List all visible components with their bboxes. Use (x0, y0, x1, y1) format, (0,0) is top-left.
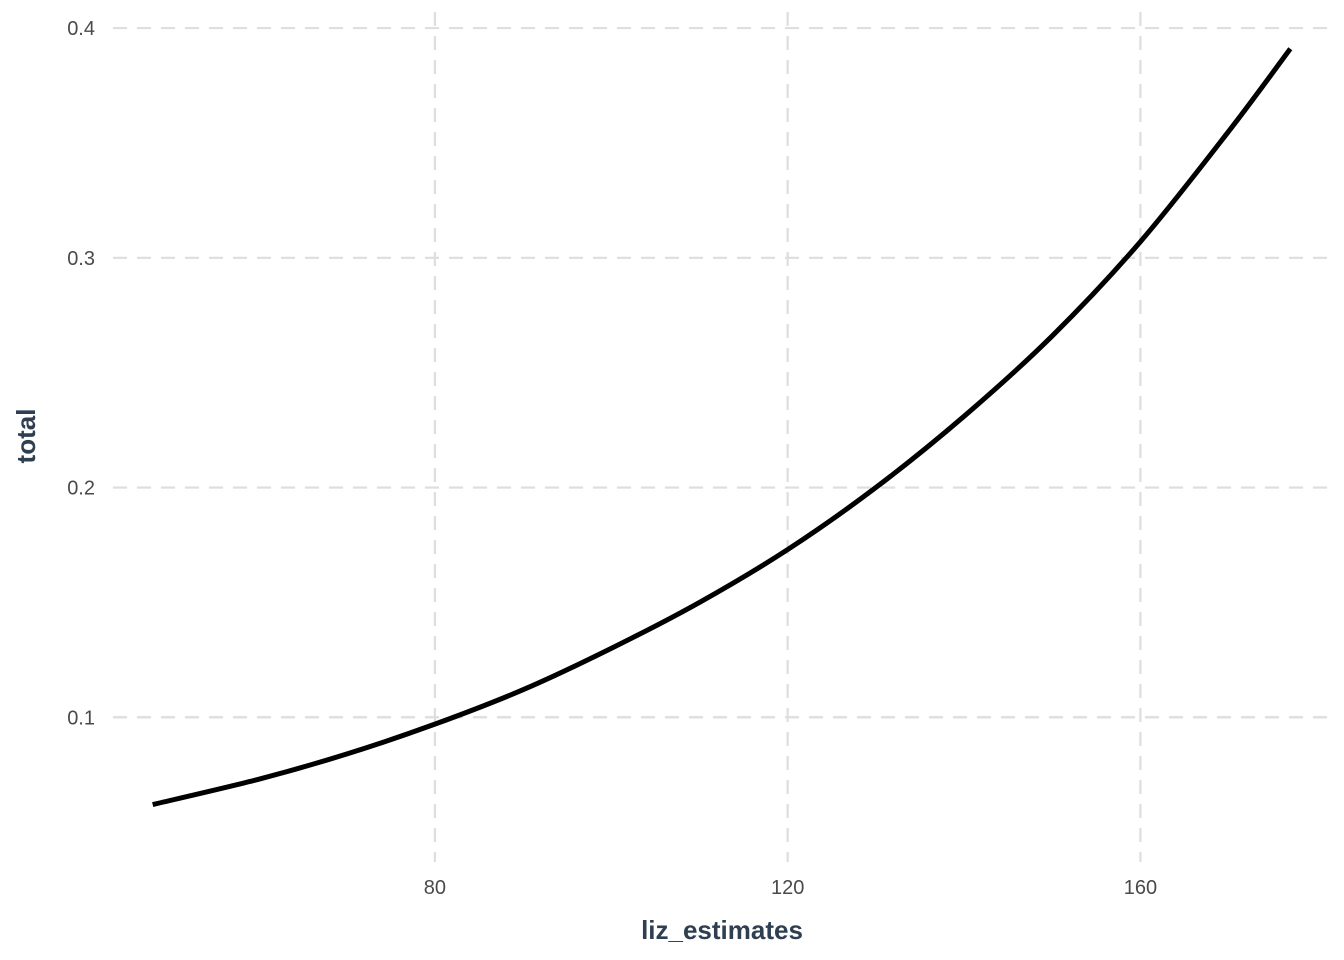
tick-label-layer: 0.1 0.2 0.3 0.4 80 120 160 (67, 18, 1157, 899)
x-tick-label: 120 (771, 877, 804, 899)
y-axis-title: total (11, 409, 41, 464)
x-axis-title: liz_estimates (641, 915, 803, 945)
grid-layer (113, 12, 1330, 862)
x-tick-label: 80 (424, 877, 446, 899)
x-tick-label: 160 (1124, 877, 1157, 899)
y-tick-label: 0.4 (67, 18, 95, 40)
series-line (152, 47, 1293, 808)
y-tick-label: 0.2 (67, 478, 95, 500)
series-layer (152, 47, 1293, 808)
y-tick-label: 0.1 (67, 707, 95, 729)
y-tick-label: 0.3 (67, 248, 95, 270)
